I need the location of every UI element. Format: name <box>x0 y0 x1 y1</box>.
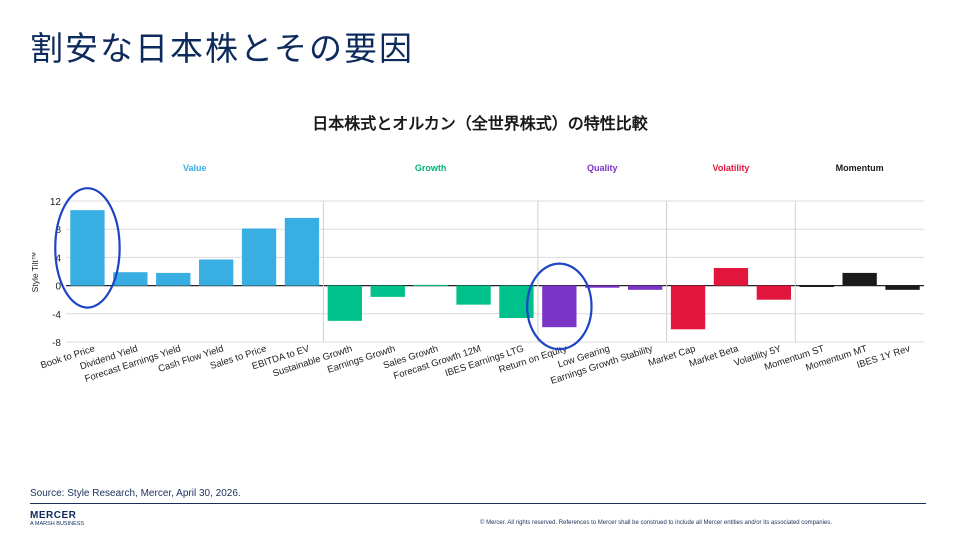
bar <box>156 272 191 286</box>
bar <box>198 259 234 286</box>
footer-divider <box>30 503 926 504</box>
logo-brand: MERCER <box>30 510 77 521</box>
y-tick-label: 8 <box>55 225 61 236</box>
group-label: Volatility <box>713 163 750 173</box>
copyright-note: © Mercer. All rights reserved. Reference… <box>480 520 832 526</box>
group-label: Quality <box>587 163 618 173</box>
bar <box>70 210 105 286</box>
highlights <box>54 187 593 351</box>
bar <box>585 285 620 288</box>
y-tick-label: -4 <box>52 310 61 321</box>
bar <box>799 285 834 288</box>
grid-layer <box>66 200 924 343</box>
bar <box>627 285 663 290</box>
bar <box>370 285 405 297</box>
highlight-oval <box>526 262 593 351</box>
y-axis: -8 -4 0 4 8 12 <box>50 197 62 349</box>
bar <box>842 272 877 286</box>
bar <box>456 285 491 305</box>
chart-title: 日本株式とオルカン（全世界株式）の特性比較 <box>312 114 649 133</box>
logo-tagline: A MARSH BUSINESS <box>30 521 85 527</box>
bar <box>713 267 749 286</box>
bar <box>413 284 448 286</box>
mercer-logo: MERCER A MARSH BUSINESS <box>30 510 84 528</box>
highlight-oval <box>54 187 121 309</box>
y-tick-label: -8 <box>52 338 61 349</box>
y-tick-label: 12 <box>50 197 62 208</box>
x-tick-label: Market Beta <box>688 343 741 370</box>
group-label: Growth <box>415 163 447 173</box>
y-tick-label: 0 <box>55 282 61 293</box>
group-label: Momentum <box>836 163 884 173</box>
bar <box>241 228 277 286</box>
bar <box>885 285 920 290</box>
group-labels: Value Growth Quality Volatility Momentum <box>183 163 884 173</box>
group-label: Value <box>183 163 207 173</box>
source-note: Source: Style Research, Mercer, April 30… <box>30 488 241 499</box>
y-axis-label: Style Tilt™ <box>30 252 40 293</box>
slide-title: 割安な日本株とその要因 <box>30 29 415 68</box>
bar <box>670 285 706 330</box>
bar <box>756 285 792 300</box>
bar <box>327 285 363 321</box>
bar <box>284 217 320 286</box>
bars <box>70 210 920 330</box>
style-tilt-chart: 日本株式とオルカン（全世界株式）の特性比較 Value Growth Quality… <box>30 114 924 387</box>
bar <box>542 285 577 328</box>
y-tick-label: 4 <box>55 253 61 264</box>
bar <box>113 272 148 286</box>
